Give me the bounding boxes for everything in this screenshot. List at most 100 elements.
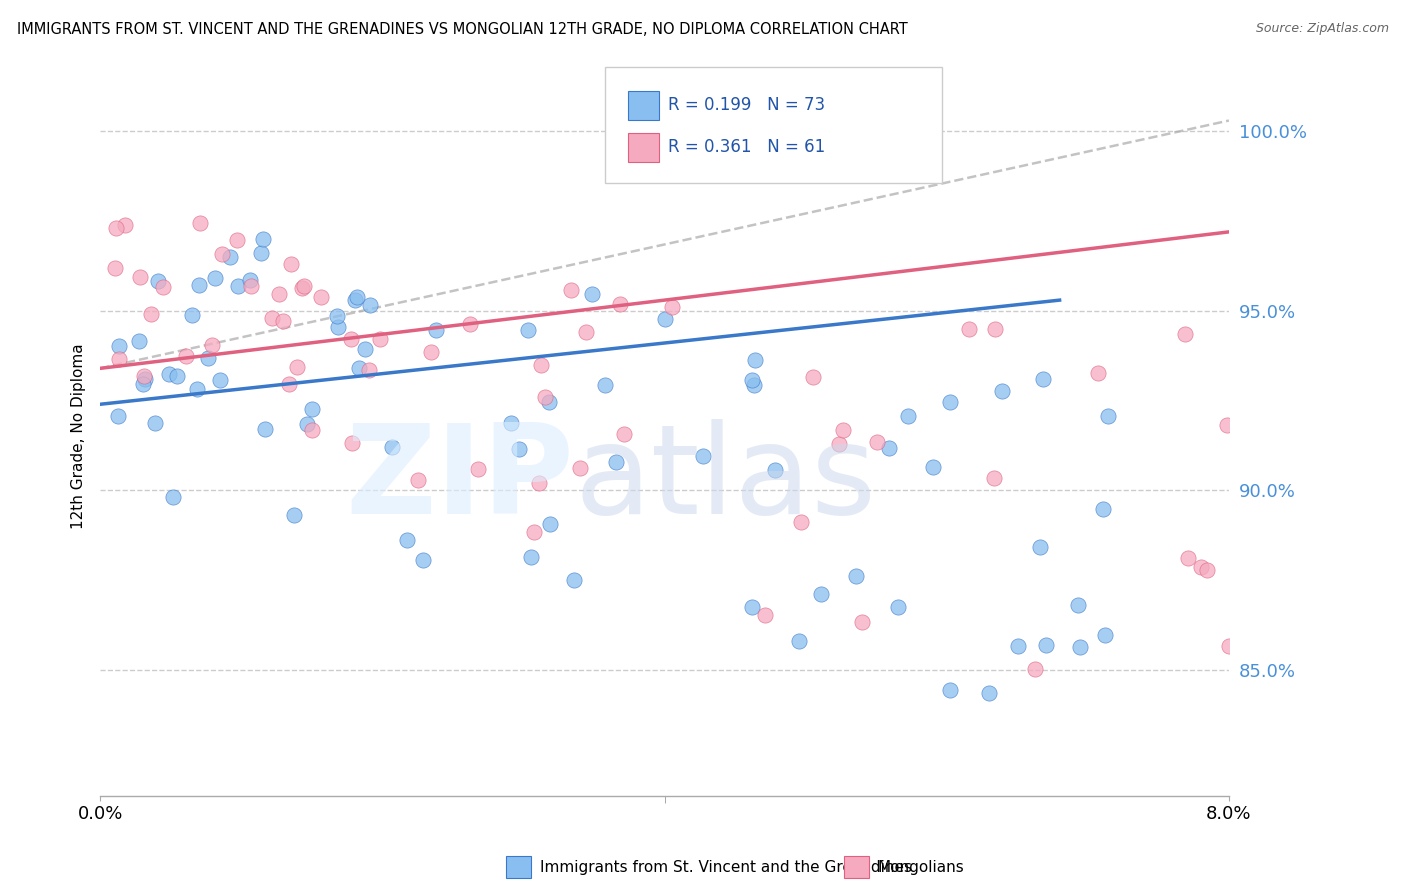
Point <box>107 351 129 366</box>
Point <box>278 377 301 392</box>
Point <box>523 524 546 539</box>
Point <box>143 416 166 430</box>
Point <box>537 394 560 409</box>
Point <box>741 599 763 614</box>
Point <box>538 516 561 531</box>
Point <box>354 343 377 357</box>
Point <box>957 321 980 335</box>
Point <box>612 426 634 441</box>
Point <box>211 246 233 260</box>
Point <box>285 359 308 374</box>
Point <box>581 286 603 301</box>
Point <box>605 455 627 469</box>
Point <box>692 449 714 463</box>
Point <box>107 409 129 423</box>
Point <box>560 283 582 297</box>
Point <box>527 476 550 491</box>
Point <box>280 257 302 271</box>
Point <box>219 250 242 264</box>
Point <box>609 297 631 311</box>
Point <box>326 320 349 334</box>
Point <box>425 323 447 337</box>
Point <box>201 338 224 352</box>
Point <box>877 441 900 455</box>
Point <box>225 233 247 247</box>
Point <box>346 290 368 304</box>
Point <box>1007 639 1029 653</box>
Point <box>979 686 1001 700</box>
Point <box>381 440 404 454</box>
Point <box>412 553 434 567</box>
Point <box>754 607 776 622</box>
Point <box>131 377 153 392</box>
Point <box>174 350 197 364</box>
Point <box>134 372 156 386</box>
Point <box>467 462 489 476</box>
Point <box>1067 598 1090 612</box>
Point <box>107 339 129 353</box>
Point <box>828 437 851 451</box>
Point <box>342 436 364 450</box>
Point <box>984 322 1007 336</box>
Point <box>790 515 813 529</box>
Point <box>866 435 889 450</box>
Point <box>396 533 419 547</box>
Point <box>787 633 810 648</box>
Point <box>186 382 208 396</box>
Point <box>939 682 962 697</box>
Point <box>939 395 962 409</box>
Point <box>128 334 150 348</box>
Text: Mongolians: Mongolians <box>877 860 965 874</box>
Text: R = 0.199   N = 73: R = 0.199 N = 73 <box>668 96 825 114</box>
Point <box>128 269 150 284</box>
Point <box>311 290 333 304</box>
Point <box>301 401 323 416</box>
Point <box>1032 372 1054 386</box>
Point <box>197 351 219 366</box>
Point <box>267 286 290 301</box>
Point <box>253 422 276 436</box>
Point <box>991 384 1014 398</box>
Point <box>661 300 683 314</box>
Point <box>1035 638 1057 652</box>
Point <box>166 369 188 384</box>
Text: R = 0.361   N = 61: R = 0.361 N = 61 <box>668 138 825 156</box>
Point <box>295 417 318 431</box>
Point <box>188 277 211 292</box>
Point <box>742 378 765 392</box>
Point <box>344 293 367 307</box>
Point <box>897 409 920 423</box>
Point <box>832 423 855 437</box>
Point <box>240 279 263 293</box>
Point <box>1029 541 1052 555</box>
Point <box>368 332 391 346</box>
Point <box>744 352 766 367</box>
Point <box>501 416 523 430</box>
Point <box>188 216 211 230</box>
Point <box>162 490 184 504</box>
Point <box>114 219 136 233</box>
Point <box>810 587 832 601</box>
Point <box>763 463 786 477</box>
Point <box>271 314 294 328</box>
Point <box>141 307 163 321</box>
Point <box>530 358 553 372</box>
Point <box>575 325 598 339</box>
Point <box>1218 640 1240 654</box>
Point <box>1177 551 1199 566</box>
Point <box>180 308 202 322</box>
Point <box>1272 548 1295 562</box>
Point <box>1091 501 1114 516</box>
Point <box>851 615 873 629</box>
Point <box>406 473 429 487</box>
Point <box>887 600 910 615</box>
Point <box>159 368 181 382</box>
Point <box>340 332 363 346</box>
Point <box>654 312 676 326</box>
Point <box>533 390 555 404</box>
Y-axis label: 12th Grade, No Diploma: 12th Grade, No Diploma <box>72 343 86 530</box>
Point <box>1189 560 1212 574</box>
Point <box>283 508 305 522</box>
Point <box>226 278 249 293</box>
Point <box>359 298 381 312</box>
